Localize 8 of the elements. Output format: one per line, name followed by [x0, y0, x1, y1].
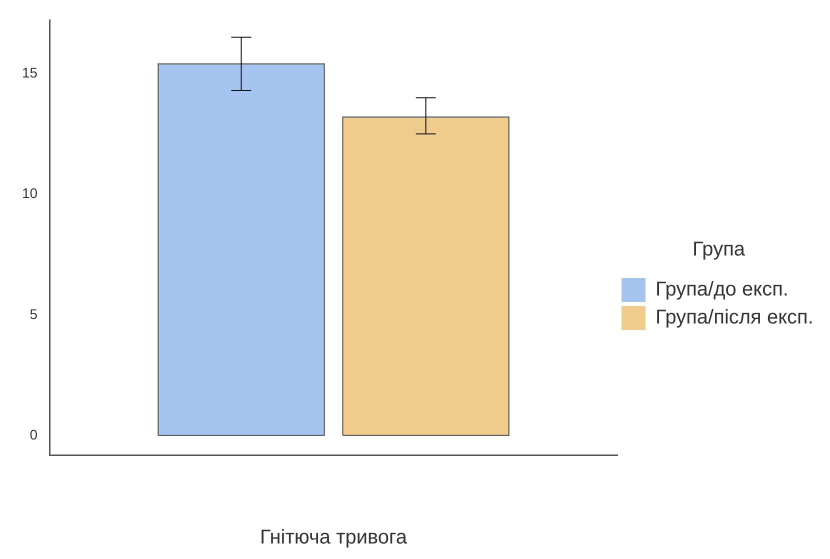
- x-axis-title: Гнітюча тривога: [260, 526, 408, 549]
- y-tick-label: 15: [22, 64, 38, 80]
- legend-label: Група/до експ.: [656, 278, 788, 301]
- y-tick-label: 5: [30, 306, 38, 322]
- y-tick-label: 10: [22, 185, 38, 202]
- legend-title: Група: [692, 238, 746, 261]
- y-tick-label: 0: [30, 426, 38, 443]
- legend-label: Група/після експ.: [656, 306, 814, 329]
